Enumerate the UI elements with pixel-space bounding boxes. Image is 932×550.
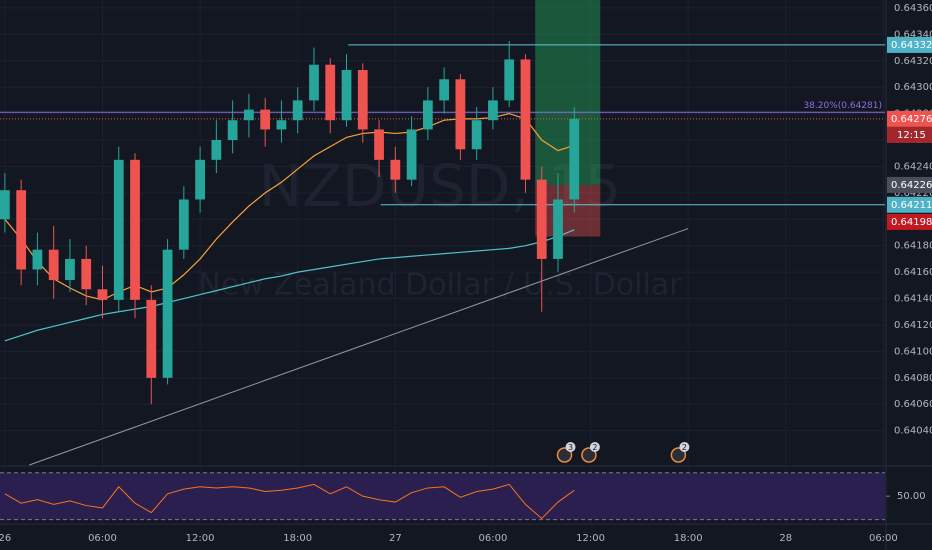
- candle-body: [455, 79, 466, 150]
- price-tag: [887, 36, 932, 53]
- candle-body: [309, 64, 319, 101]
- candle-body: [357, 70, 368, 130]
- candle-body: [146, 299, 157, 378]
- y-tick-label: 0.64300: [894, 82, 932, 93]
- target-zone: [535, 0, 601, 185]
- candle-body: [162, 249, 173, 378]
- candle-body: [569, 118, 580, 200]
- event-badge: [581, 447, 597, 463]
- candle-body: [471, 120, 482, 150]
- candle-body: [16, 190, 27, 270]
- candle-body: [292, 100, 303, 121]
- event-badge: [670, 447, 687, 463]
- price-tag: [887, 110, 932, 127]
- y-tick-label: 0.64040: [894, 426, 932, 437]
- price-tag-label: 0.64276: [891, 114, 932, 125]
- price-tag: [887, 213, 932, 230]
- x-tick-label: 18:00: [283, 533, 312, 544]
- price-tag-label: 0.64332: [891, 40, 932, 51]
- candle-body: [32, 249, 43, 270]
- candle-body: [390, 159, 401, 180]
- y-tick-label: 0.64180: [894, 241, 932, 252]
- y-tick-label: 0.64220: [894, 188, 932, 199]
- candle-body: [130, 159, 140, 300]
- price-tag-label: 0.64211: [891, 200, 932, 211]
- candle-body: [374, 129, 384, 160]
- countdown-tag: [887, 126, 932, 143]
- candle-body: [325, 64, 336, 121]
- x-tick-label: 06:00: [88, 533, 117, 544]
- y-tick-label: 0.64100: [894, 346, 932, 357]
- candle-body: [406, 129, 417, 180]
- x-tick-label: 27: [389, 533, 402, 544]
- candle-body: [553, 199, 563, 259]
- candle-body: [276, 120, 287, 130]
- y-tick-label: 0.64160: [894, 267, 932, 278]
- candle-body: [0, 190, 10, 220]
- fib-label: 38.20%(0.64281): [803, 101, 882, 111]
- candle-body: [439, 79, 450, 101]
- x-tick-label: 18:00: [674, 533, 703, 544]
- candle-body: [65, 258, 75, 281]
- candle-body: [195, 159, 205, 200]
- event-count-bg: [565, 442, 576, 452]
- x-tick-label: 12:00: [186, 533, 215, 544]
- candle-body: [341, 70, 352, 121]
- y-tick-label: 0.64340: [894, 29, 932, 40]
- trendline: [29, 228, 689, 466]
- candle-body: [244, 109, 254, 121]
- event-badge: [556, 447, 573, 463]
- x-tick-label: 26: [0, 533, 11, 544]
- y-tick-label: 0.64240: [894, 161, 932, 172]
- candle-body: [113, 159, 124, 300]
- candle-body: [504, 59, 515, 101]
- y-tick-label: 0.64120: [894, 320, 932, 331]
- y-tick-label: 0.64320: [894, 56, 932, 67]
- y-tick-label: 0.64080: [894, 373, 932, 384]
- event-count-bg: [679, 442, 690, 452]
- candle-body: [260, 109, 271, 130]
- rsi-band: [0, 472, 885, 520]
- candle-body: [48, 249, 59, 281]
- x-tick-label: 06:00: [869, 533, 898, 544]
- event-count: 2: [592, 443, 597, 452]
- price-tag: [887, 176, 932, 193]
- x-tick-label: 12:00: [576, 533, 605, 544]
- price-tag-label: 0.64226: [891, 180, 932, 191]
- price-tag-label: 0.64198: [891, 217, 932, 228]
- event-count: 3: [568, 443, 573, 452]
- price-tag: [887, 196, 932, 213]
- candle-body: [536, 179, 547, 259]
- y-tick-label: 0.64360: [894, 3, 932, 14]
- x-tick-label: 28: [779, 533, 792, 544]
- candle-body: [488, 100, 498, 121]
- candle-body: [97, 289, 108, 300]
- candle-body: [178, 199, 189, 250]
- x-tick-label: 06:00: [479, 533, 508, 544]
- y-tick-label: 0.64060: [894, 399, 932, 410]
- candle-body: [211, 140, 222, 160]
- watermark-subtitle: New Zealand Dollar / U.S. Dollar: [198, 268, 682, 303]
- candle-body: [520, 59, 531, 180]
- y-tick-label: 0.64140: [894, 294, 932, 305]
- candle-body: [81, 258, 92, 290]
- countdown-label: 12:15: [897, 130, 926, 141]
- candle-body: [227, 120, 238, 141]
- rsi-tick-label: 50.00: [897, 491, 926, 502]
- event-count-bg: [589, 442, 600, 452]
- rsi-line: [4, 483, 575, 520]
- candle-body: [422, 100, 433, 130]
- event-count: 2: [682, 443, 687, 452]
- moving-average: [4, 229, 575, 342]
